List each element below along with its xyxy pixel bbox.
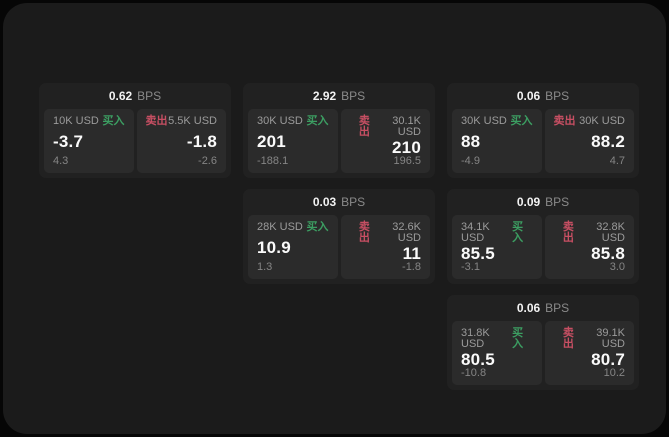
app-window: 0.62 BPS 10K USD 买入 -3.7 4.3 卖出 5.5K USD	[3, 3, 666, 434]
sell-side-label: 卖出	[562, 327, 574, 350]
buy-side-label: 买入	[512, 327, 524, 350]
spread-header: 0.03 BPS	[243, 189, 435, 215]
sell-amount: 5.5K USD	[168, 115, 217, 127]
buy-price: 88	[461, 132, 481, 151]
sell-delta: -2.6	[198, 155, 217, 167]
spread-header: 0.09 BPS	[447, 189, 639, 215]
bps-unit-label: BPS	[545, 195, 570, 209]
buy-side-label: 买入	[102, 115, 125, 127]
buy-delta: -4.9	[461, 155, 480, 167]
quote-panels: 10K USD 买入 -3.7 4.3 卖出 5.5K USD -1.8 -2.…	[39, 109, 231, 178]
buy-delta: -188.1	[257, 155, 289, 167]
spread-value: 0.62	[108, 89, 133, 103]
sell-panel[interactable]: 卖出 30.1K USD 210 196.5	[340, 109, 430, 173]
sell-panel[interactable]: 卖出 32.6K USD 11 -1.8	[340, 215, 430, 279]
quote-panels: 31.8K USD 买入 80.5 -10.8 卖出 39.1K USD 80.…	[447, 321, 639, 390]
quote-panels: 30K USD 买入 88 -4.9 卖出 30K USD 88.2 4.7	[447, 109, 639, 178]
buy-amount: 31.8K USD	[461, 327, 490, 350]
bps-unit-label: BPS	[545, 89, 570, 103]
bps-unit-label: BPS	[341, 89, 366, 103]
buy-panel[interactable]: 31.8K USD 买入 80.5 -10.8	[452, 321, 542, 385]
sell-price: 210	[392, 137, 421, 157]
buy-amount: 28K USD	[257, 221, 303, 233]
buy-panel[interactable]: 30K USD 买入 201 -188.1	[248, 109, 338, 173]
quote-card: 0.62 BPS 10K USD 买入 -3.7 4.3 卖出 5.5K USD	[39, 83, 231, 178]
buy-delta: 1.3	[257, 261, 273, 273]
sell-side-label: 卖出	[145, 115, 168, 127]
buy-side-label: 买入	[306, 221, 329, 233]
spread-header: 0.06 BPS	[447, 83, 639, 109]
bps-unit-label: BPS	[137, 89, 162, 103]
buy-amount: 30K USD	[257, 115, 303, 127]
buy-price: 201	[257, 132, 286, 151]
sell-delta: 196.5	[393, 155, 421, 167]
spread-header: 0.62 BPS	[39, 83, 231, 109]
sell-amount: 30K USD	[579, 115, 625, 127]
quote-card: 2.92 BPS 30K USD 买入 201 -188.1 卖出 30.1K …	[243, 83, 435, 178]
sell-amount: 32.8K USD	[596, 221, 625, 244]
spread-header: 0.06 BPS	[447, 295, 639, 321]
sell-amount: 39.1K USD	[596, 327, 625, 350]
sell-price: 85.8	[591, 243, 625, 263]
sell-panel[interactable]: 卖出 32.8K USD 85.8 3.0	[544, 215, 634, 279]
spread-value: 0.03	[312, 195, 337, 209]
sell-amount: 30.1K USD	[392, 115, 421, 138]
sell-price: 88.2	[591, 132, 625, 151]
quote-card: 0.06 BPS 31.8K USD 买入 80.5 -10.8 卖出 39.1…	[447, 295, 639, 390]
sell-side-label: 卖出	[358, 115, 370, 138]
sell-price: -1.8	[186, 132, 217, 151]
spread-value: 2.92	[312, 89, 337, 103]
quote-panels: 34.1K USD 买入 85.5 -3.1 卖出 32.8K USD 85.8…	[447, 215, 639, 284]
quote-card-grid: 0.62 BPS 10K USD 买入 -3.7 4.3 卖出 5.5K USD	[39, 83, 639, 390]
buy-amount: 10K USD	[53, 115, 99, 127]
sell-panel[interactable]: 卖出 39.1K USD 80.7 10.2	[544, 321, 634, 385]
quote-card: 0.09 BPS 34.1K USD 买入 85.5 -3.1 卖出 32.8K…	[447, 189, 639, 284]
sell-price: 80.7	[591, 349, 625, 369]
spread-value: 0.09	[516, 195, 541, 209]
sell-side-label: 卖出	[358, 221, 370, 244]
sell-delta: -1.8	[402, 261, 421, 273]
sell-price: 11	[402, 243, 421, 263]
buy-delta: 4.3	[53, 155, 69, 167]
buy-price: 85.5	[461, 243, 495, 263]
buy-delta: -10.8	[461, 367, 487, 379]
buy-price: 80.5	[461, 349, 495, 369]
sell-amount: 32.6K USD	[392, 221, 421, 244]
sell-delta: 4.7	[609, 155, 625, 167]
sell-panel[interactable]: 卖出 30K USD 88.2 4.7	[544, 109, 634, 173]
sell-panel[interactable]: 卖出 5.5K USD -1.8 -2.6	[136, 109, 226, 173]
buy-amount: 34.1K USD	[461, 221, 490, 244]
quote-card: 0.06 BPS 30K USD 买入 88 -4.9 卖出 30K USD	[447, 83, 639, 178]
spread-header: 2.92 BPS	[243, 83, 435, 109]
buy-delta: -3.1	[461, 261, 480, 273]
sell-delta: 3.0	[609, 261, 625, 273]
bps-unit-label: BPS	[545, 301, 570, 315]
buy-price: 10.9	[257, 238, 291, 257]
buy-price: -3.7	[53, 132, 84, 151]
bps-unit-label: BPS	[341, 195, 366, 209]
quote-panels: 30K USD 买入 201 -188.1 卖出 30.1K USD 210 1…	[243, 109, 435, 178]
buy-panel[interactable]: 30K USD 买入 88 -4.9	[452, 109, 542, 173]
buy-side-label: 买入	[510, 115, 533, 127]
buy-panel[interactable]: 10K USD 买入 -3.7 4.3	[44, 109, 134, 173]
buy-panel[interactable]: 28K USD 买入 10.9 1.3	[248, 215, 338, 279]
buy-panel[interactable]: 34.1K USD 买入 85.5 -3.1	[452, 215, 542, 279]
sell-delta: 10.2	[603, 367, 625, 379]
spread-value: 0.06	[516, 301, 541, 315]
buy-amount: 30K USD	[461, 115, 507, 127]
buy-side-label: 买入	[512, 221, 524, 244]
sell-side-label: 卖出	[562, 221, 574, 244]
buy-side-label: 买入	[306, 115, 329, 127]
quote-card: 0.03 BPS 28K USD 买入 10.9 1.3 卖出 32.6K US…	[243, 189, 435, 284]
sell-side-label: 卖出	[553, 115, 576, 127]
spread-value: 0.06	[516, 89, 541, 103]
quote-panels: 28K USD 买入 10.9 1.3 卖出 32.6K USD 11 -1.8	[243, 215, 435, 284]
